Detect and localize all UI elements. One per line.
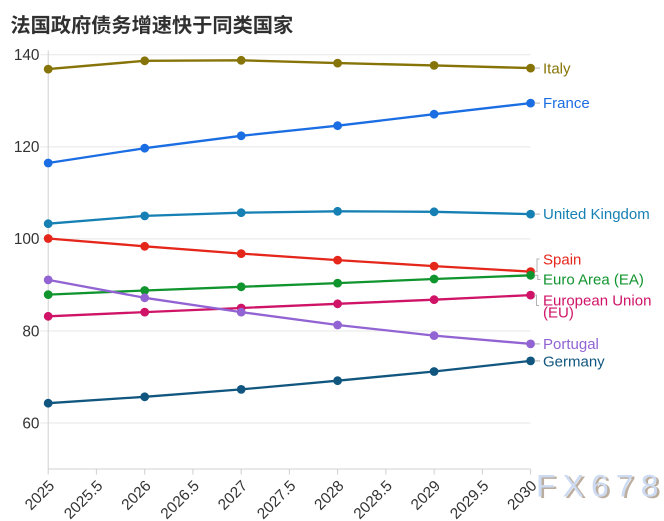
svg-text:Germany: Germany — [543, 353, 605, 370]
svg-text:60: 60 — [22, 415, 39, 432]
svg-text:FX678: FX678 — [539, 469, 664, 505]
svg-text:United Kingdom: United Kingdom — [543, 206, 650, 223]
svg-text:France: France — [543, 95, 590, 112]
svg-text:80: 80 — [22, 323, 39, 340]
svg-text:Portugal: Portugal — [543, 336, 599, 353]
svg-text:120: 120 — [14, 139, 40, 156]
svg-text:Euro Area (EA): Euro Area (EA) — [543, 272, 644, 289]
svg-text:FX678: FX678 — [536, 468, 664, 504]
svg-text:Spain: Spain — [543, 251, 581, 268]
svg-text:European Union: European Union — [543, 292, 651, 309]
svg-text:Italy: Italy — [543, 61, 571, 78]
svg-text:100: 100 — [14, 231, 40, 248]
svg-text:(EU): (EU) — [543, 305, 574, 322]
svg-text:140: 140 — [14, 47, 40, 64]
